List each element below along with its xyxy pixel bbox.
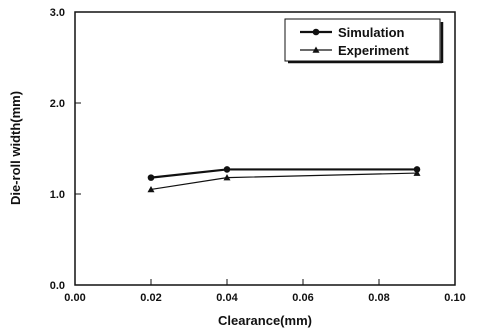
x-tick-label: 0.04 [216,292,238,304]
y-tick-label: 1.0 [50,189,65,201]
x-tick-label: 0.00 [64,292,85,304]
plot-frame [74,11,456,286]
data-point [223,174,231,181]
series-line [150,172,418,191]
legend-marker [312,28,320,36]
y-axis-ticks: 0.0 1.0 2.0 3.0 [50,7,81,292]
data-point [147,185,155,193]
data-point [413,166,421,173]
x-tick-label: 0.02 [140,292,161,304]
x-axis-ticks: 0.00 0.02 0.04 0.06 0.08 0.10 [64,279,466,304]
data-point [147,174,155,181]
y-tick-label: 3.0 [50,7,65,19]
x-tick-label: 0.08 [368,292,389,304]
legend: Simulation Experiment [284,18,444,64]
y-tick-label: 2.0 [50,98,65,110]
legend-marker [312,46,320,53]
series-simulation [147,166,421,181]
legend-label: Experiment [338,43,409,58]
x-tick-label: 0.10 [444,292,465,304]
x-axis-title: Clearance(mm) [218,313,312,328]
x-tick-label: 0.06 [292,292,313,304]
y-tick-label: 0.0 [50,280,65,292]
series-experiment [147,169,421,193]
data-point [223,166,231,173]
legend-box [284,18,441,62]
y-axis-title: Die-roll width(mm) [8,91,23,205]
data-point [413,169,421,176]
series-layer [147,166,421,193]
legend-label: Simulation [338,25,405,40]
